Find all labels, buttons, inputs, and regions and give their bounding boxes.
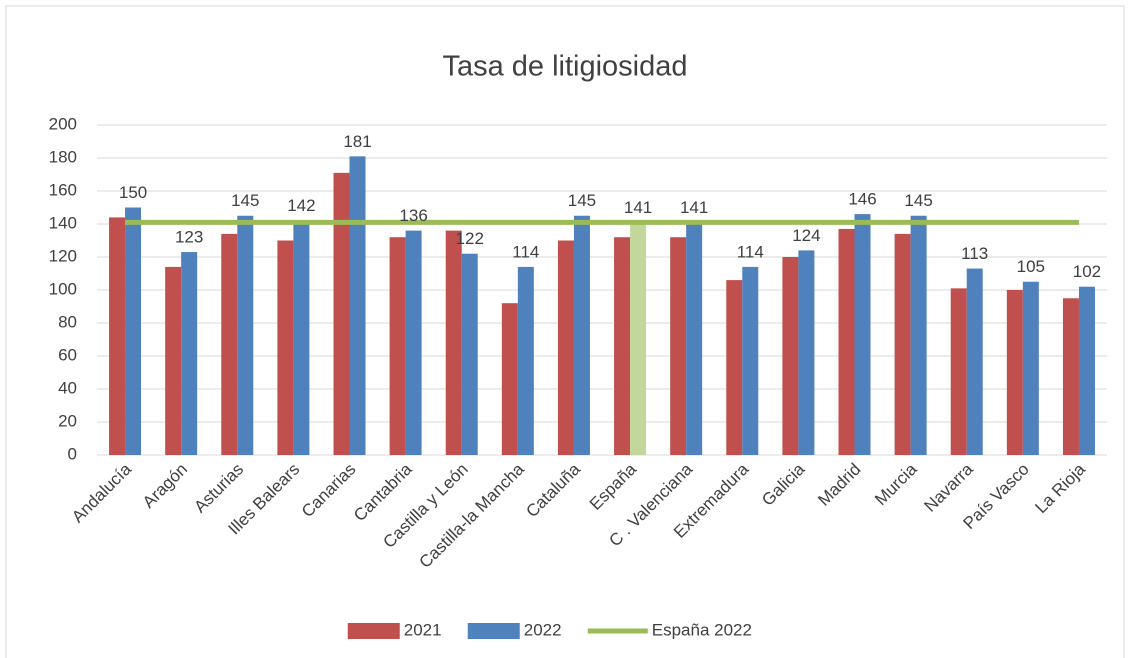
data-label: 141 (624, 198, 652, 217)
bar (950, 288, 967, 455)
bar (798, 250, 815, 455)
bar (1022, 281, 1039, 455)
data-label: 142 (287, 196, 315, 215)
bar (181, 252, 198, 455)
data-label: 136 (399, 206, 427, 225)
bar (630, 222, 647, 455)
data-label: 150 (119, 183, 147, 202)
bar (125, 207, 142, 455)
bar (854, 214, 871, 455)
data-label: 145 (231, 191, 259, 210)
chart-title: Tasa de litigiosidad (442, 51, 687, 83)
y-tick-label: 0 (68, 444, 77, 463)
bar (165, 266, 182, 455)
bar (686, 222, 703, 455)
bar (782, 257, 799, 455)
bar (445, 230, 462, 455)
bar (726, 280, 743, 455)
data-label: 122 (456, 229, 484, 248)
y-tick-label: 80 (58, 312, 77, 331)
data-label: 105 (1017, 257, 1045, 276)
data-label: 114 (512, 242, 539, 261)
y-tick-label: 120 (49, 246, 77, 265)
bar (293, 220, 310, 455)
bar (614, 237, 631, 455)
data-label: 145 (568, 191, 596, 210)
bar (573, 215, 590, 455)
legend-label: 2021 (404, 620, 442, 639)
legend-label: 2022 (524, 620, 562, 639)
legend-swatch (347, 623, 400, 639)
data-label: 102 (1073, 262, 1101, 281)
y-tick-label: 40 (58, 378, 77, 397)
y-tick-label: 180 (49, 147, 77, 166)
data-label: 113 (961, 244, 988, 263)
bar (966, 268, 983, 455)
bar (670, 237, 687, 455)
data-label: 141 (680, 198, 708, 217)
bar (742, 266, 759, 455)
y-tick-label: 140 (49, 213, 77, 232)
legend-label: España 2022 (652, 620, 752, 639)
data-label: 124 (792, 226, 820, 245)
y-tick-label: 20 (58, 411, 77, 430)
y-tick-label: 200 (49, 114, 77, 133)
data-label: 123 (175, 228, 203, 247)
bar (461, 253, 478, 455)
bar (838, 228, 855, 455)
y-tick-label: 160 (49, 180, 77, 199)
bar (910, 215, 927, 455)
bar (1006, 290, 1023, 455)
data-label: 146 (848, 190, 876, 209)
bar (237, 215, 254, 455)
bar (349, 156, 366, 455)
bar (389, 237, 406, 455)
bar (277, 240, 294, 455)
y-tick-label: 100 (49, 279, 77, 298)
bar (517, 266, 534, 455)
bar (1062, 298, 1079, 455)
bar (557, 240, 574, 455)
bar (501, 303, 518, 455)
bar (221, 233, 238, 455)
bar (109, 217, 126, 455)
data-label: 114 (737, 242, 764, 261)
bar (894, 233, 911, 455)
bar (405, 230, 422, 455)
y-tick-label: 60 (58, 345, 77, 364)
bar (333, 172, 350, 455)
data-label: 181 (343, 132, 371, 151)
bar (1078, 286, 1095, 455)
data-label: 145 (904, 191, 932, 210)
legend-swatch (467, 623, 520, 639)
